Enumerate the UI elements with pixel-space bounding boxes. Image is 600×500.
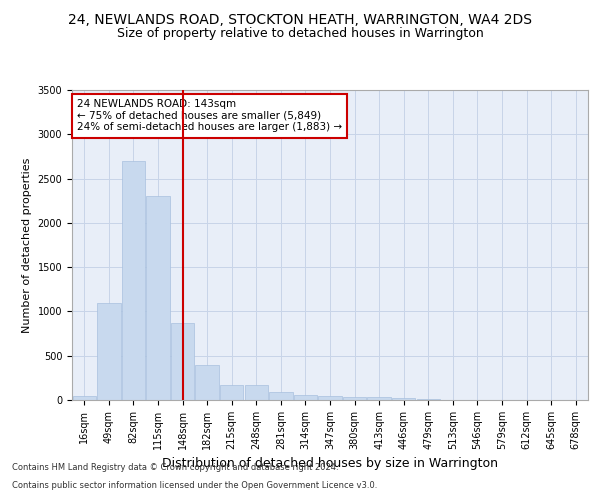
Bar	[73, 396, 96, 400]
Bar	[196, 364, 219, 400]
Bar	[269, 392, 293, 400]
Bar	[146, 196, 170, 400]
Text: Size of property relative to detached houses in Warrington: Size of property relative to detached ho…	[116, 28, 484, 40]
Bar	[245, 386, 268, 400]
Text: 24 NEWLANDS ROAD: 143sqm
← 75% of detached houses are smaller (5,849)
24% of sem: 24 NEWLANDS ROAD: 143sqm ← 75% of detach…	[77, 100, 342, 132]
Bar	[392, 398, 415, 400]
Bar	[319, 396, 341, 400]
Bar	[367, 398, 391, 400]
Bar	[343, 397, 366, 400]
Text: Contains HM Land Registry data © Crown copyright and database right 2024.: Contains HM Land Registry data © Crown c…	[12, 464, 338, 472]
Text: Contains public sector information licensed under the Open Government Licence v3: Contains public sector information licen…	[12, 481, 377, 490]
Y-axis label: Number of detached properties: Number of detached properties	[22, 158, 32, 332]
Bar	[416, 399, 440, 400]
Bar	[122, 161, 145, 400]
Bar	[171, 323, 194, 400]
Bar	[220, 385, 244, 400]
X-axis label: Distribution of detached houses by size in Warrington: Distribution of detached houses by size …	[162, 458, 498, 470]
Bar	[97, 302, 121, 400]
Bar	[294, 394, 317, 400]
Text: 24, NEWLANDS ROAD, STOCKTON HEATH, WARRINGTON, WA4 2DS: 24, NEWLANDS ROAD, STOCKTON HEATH, WARRI…	[68, 12, 532, 26]
